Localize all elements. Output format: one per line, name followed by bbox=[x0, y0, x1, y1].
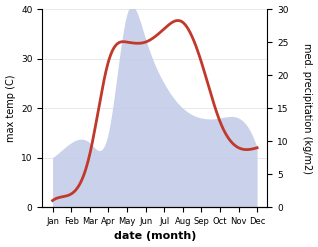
Y-axis label: max temp (C): max temp (C) bbox=[5, 74, 16, 142]
X-axis label: date (month): date (month) bbox=[114, 231, 196, 242]
Y-axis label: med. precipitation (kg/m2): med. precipitation (kg/m2) bbox=[302, 43, 313, 174]
